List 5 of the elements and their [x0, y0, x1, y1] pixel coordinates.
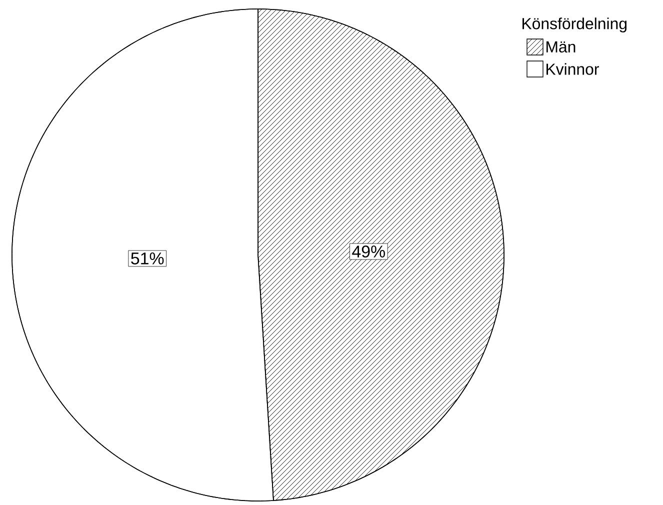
legend-title: Könsfördelning	[522, 18, 626, 32]
data-label: 49%	[352, 246, 385, 258]
data-label: 51%	[131, 252, 164, 264]
legend-label: Män	[546, 41, 576, 53]
legend-label: Kvinnor	[546, 63, 599, 75]
